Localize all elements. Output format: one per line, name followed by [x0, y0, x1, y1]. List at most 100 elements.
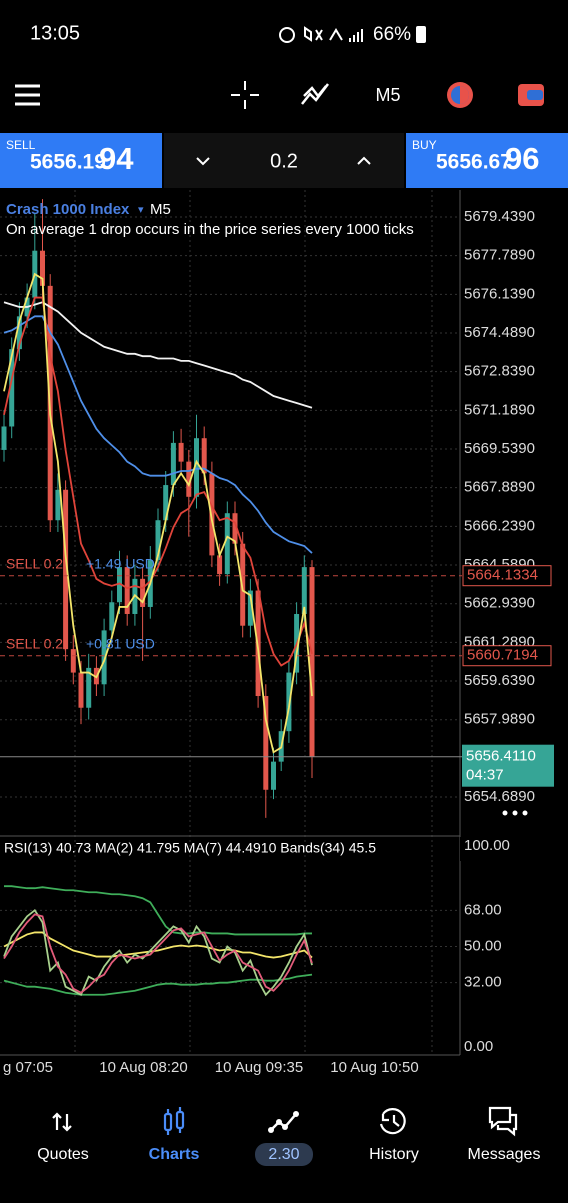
- y-tick-label: 5674.4890: [464, 324, 535, 341]
- candle-body: [70, 649, 76, 673]
- symbol-marker: ▾: [138, 204, 144, 216]
- indicator-line: [3, 931, 313, 959]
- y-tick-label: 5662.9390: [464, 595, 535, 612]
- candle-body: [163, 485, 169, 521]
- order-side: SELL 0.2,: [6, 555, 67, 571]
- nav-quotes[interactable]: Quotes: [37, 1112, 89, 1163]
- status-icons: [279, 26, 363, 43]
- candle-body: [78, 672, 84, 708]
- x-tick-label: 10 Aug 10:50: [330, 1059, 418, 1076]
- candle-body: [232, 513, 238, 544]
- candle-body: [55, 489, 61, 521]
- candle-body: [170, 442, 176, 486]
- nav-history[interactable]: History: [369, 1108, 419, 1163]
- candle-body: [240, 543, 246, 626]
- moving-average: [3, 296, 313, 667]
- y-tick-label: 100.00: [464, 837, 510, 854]
- candle-body: [16, 316, 22, 350]
- buy-price: 5656.67: [436, 151, 512, 174]
- candle-body: [309, 567, 315, 757]
- y-tick-label: 50.00: [464, 937, 502, 954]
- sell-price-big: 94: [99, 141, 134, 176]
- objects-button[interactable]: [447, 82, 473, 108]
- nav-charts[interactable]: Charts: [149, 1107, 200, 1163]
- candle-body: [209, 473, 215, 556]
- volume-box: [164, 133, 404, 188]
- rsi-title-cover: [460, 837, 568, 861]
- sell-price: 5656.19: [30, 151, 106, 174]
- candle-body: [1, 426, 7, 450]
- candle-body: [140, 578, 146, 607]
- volume-down[interactable]: [196, 157, 210, 166]
- candle-body: [101, 630, 107, 685]
- nav-trade[interactable]: 2.30: [255, 1111, 313, 1166]
- timeframe-button[interactable]: M5: [375, 85, 400, 105]
- symbol-description: On average 1 drop occurs in the price se…: [6, 221, 414, 238]
- candle-body: [301, 567, 307, 614]
- candle-body: [40, 250, 45, 286]
- order-side: SELL 0.2,: [6, 635, 67, 651]
- candle-body: [263, 696, 269, 790]
- y-tick-label: 5657.9890: [464, 711, 535, 728]
- candle-body: [224, 513, 230, 575]
- battery-icon: [416, 26, 426, 43]
- battery-text: 66%: [373, 24, 411, 45]
- last-price-box: [462, 744, 554, 787]
- buy-button[interactable]: [406, 133, 568, 188]
- menu-button[interactable]: [15, 84, 40, 106]
- candle-body: [155, 520, 161, 561]
- indicator-line: [3, 973, 313, 996]
- symbol-timeframe: M5: [150, 201, 171, 218]
- order-profit: +1.49 USD: [86, 555, 155, 571]
- indicator-line: [4, 885, 312, 936]
- x-tick-label: g 07:05: [3, 1059, 53, 1076]
- candle-body: [186, 461, 192, 497]
- candle-body: [109, 602, 115, 631]
- trade-button[interactable]: [518, 84, 544, 106]
- nav-quotes-label: Quotes: [37, 1146, 89, 1163]
- moving-average: [3, 315, 313, 554]
- rsi-title: RSI(13) 40.73 MA(2) 41.795 MA(7) 44.4910…: [4, 840, 376, 856]
- y-tick-label: 5667.8890: [464, 479, 535, 496]
- order-price-box: [462, 645, 552, 667]
- more-button[interactable]: [502, 810, 528, 816]
- order-profit: +0.81 USD: [86, 635, 155, 651]
- volume[interactable]: 0.2: [270, 150, 298, 172]
- y-tick-label: 5669.5390: [464, 440, 535, 457]
- moving-average: [3, 301, 313, 409]
- candle-body: [63, 489, 69, 650]
- plot-layer: 5679.4390 5677.7890 5676.1390 5674.4890 5672…: [0, 199, 554, 1076]
- countdown: 04:37: [466, 767, 504, 784]
- grid-layer: [0, 216, 460, 984]
- candle-body: [247, 590, 253, 626]
- symbol-title[interactable]: Crash 1000 Index: [6, 201, 130, 218]
- y-tick-label: 32.00: [464, 974, 502, 991]
- candle-body: [124, 567, 130, 614]
- y-tick-label: 0.00: [464, 1038, 493, 1055]
- candle-body: [9, 349, 15, 427]
- candle-body: [201, 438, 207, 474]
- nav-trade-label: 2.30: [268, 1146, 299, 1163]
- indicator-line: [3, 913, 313, 994]
- y-tick-label: 5676.1390: [464, 285, 535, 302]
- nav-messages[interactable]: Messages: [468, 1106, 541, 1163]
- candle-body: [217, 555, 223, 575]
- nav-charts-label: Charts: [149, 1146, 200, 1163]
- indicator-line: [3, 909, 313, 997]
- moving-average: [3, 272, 313, 754]
- time-grid: [74, 190, 433, 1055]
- sell-label: SELL: [6, 138, 36, 152]
- indicators-button[interactable]: [301, 83, 329, 105]
- last-price-label: 5656.4110: [466, 748, 536, 765]
- nav-messages-label: Messages: [468, 1146, 541, 1163]
- y-tick-label: 5672.8390: [464, 363, 535, 380]
- sell-button[interactable]: [0, 133, 162, 188]
- crosshair-button[interactable]: [231, 81, 259, 109]
- candle-body: [117, 567, 122, 603]
- order-price-box: [462, 565, 552, 587]
- order-price-label: 5660.7194: [467, 647, 538, 664]
- volume-up[interactable]: [357, 156, 371, 165]
